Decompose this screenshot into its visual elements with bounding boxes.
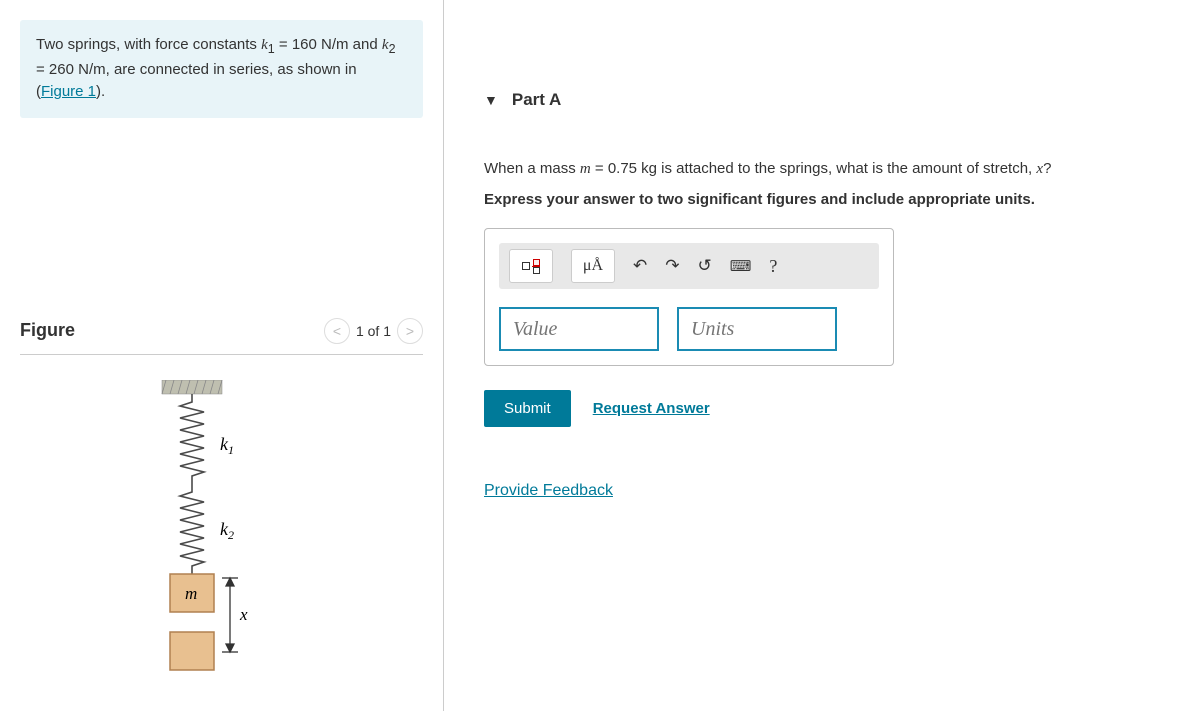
keyboard-button[interactable]: ⌨ <box>730 257 752 275</box>
undo-button[interactable]: ↶ <box>633 256 647 276</box>
svg-text:x: x <box>239 605 248 624</box>
figure-counter: 1 of 1 <box>356 323 391 339</box>
units-input[interactable] <box>677 307 837 351</box>
svg-text:k2: k2 <box>220 519 234 542</box>
redo-button[interactable]: ↷ <box>665 256 679 276</box>
figure-prev-button[interactable]: < <box>324 318 350 344</box>
answer-box: μÅ ↶ ↷ ↺ ⌨ ? <box>484 228 894 366</box>
figure-diagram: k1 k2 m x <box>20 355 423 680</box>
submit-button[interactable]: Submit <box>484 390 571 427</box>
instruction-text: Express your answer to two significant f… <box>484 191 1170 208</box>
svg-text:m: m <box>185 584 197 603</box>
figure-next-button[interactable]: > <box>397 318 423 344</box>
reset-button[interactable]: ↺ <box>698 256 712 276</box>
problem-statement: Two springs, with force constants k1 = 1… <box>20 20 423 118</box>
templates-button[interactable] <box>509 249 553 283</box>
answer-toolbar: μÅ ↶ ↷ ↺ ⌨ ? <box>499 243 879 289</box>
figure-title: Figure <box>20 320 75 341</box>
part-title: Part A <box>512 90 561 110</box>
figure-link[interactable]: Figure 1 <box>41 83 96 100</box>
help-button[interactable]: ? <box>769 256 777 277</box>
collapse-icon[interactable]: ▼ <box>484 92 498 108</box>
special-chars-button[interactable]: μÅ <box>571 249 615 283</box>
svg-text:k1: k1 <box>220 434 234 457</box>
value-input[interactable] <box>499 307 659 351</box>
provide-feedback-link[interactable]: Provide Feedback <box>484 482 613 500</box>
request-answer-link[interactable]: Request Answer <box>593 400 710 417</box>
question-text: When a mass m = 0.75 kg is attached to t… <box>484 155 1170 183</box>
